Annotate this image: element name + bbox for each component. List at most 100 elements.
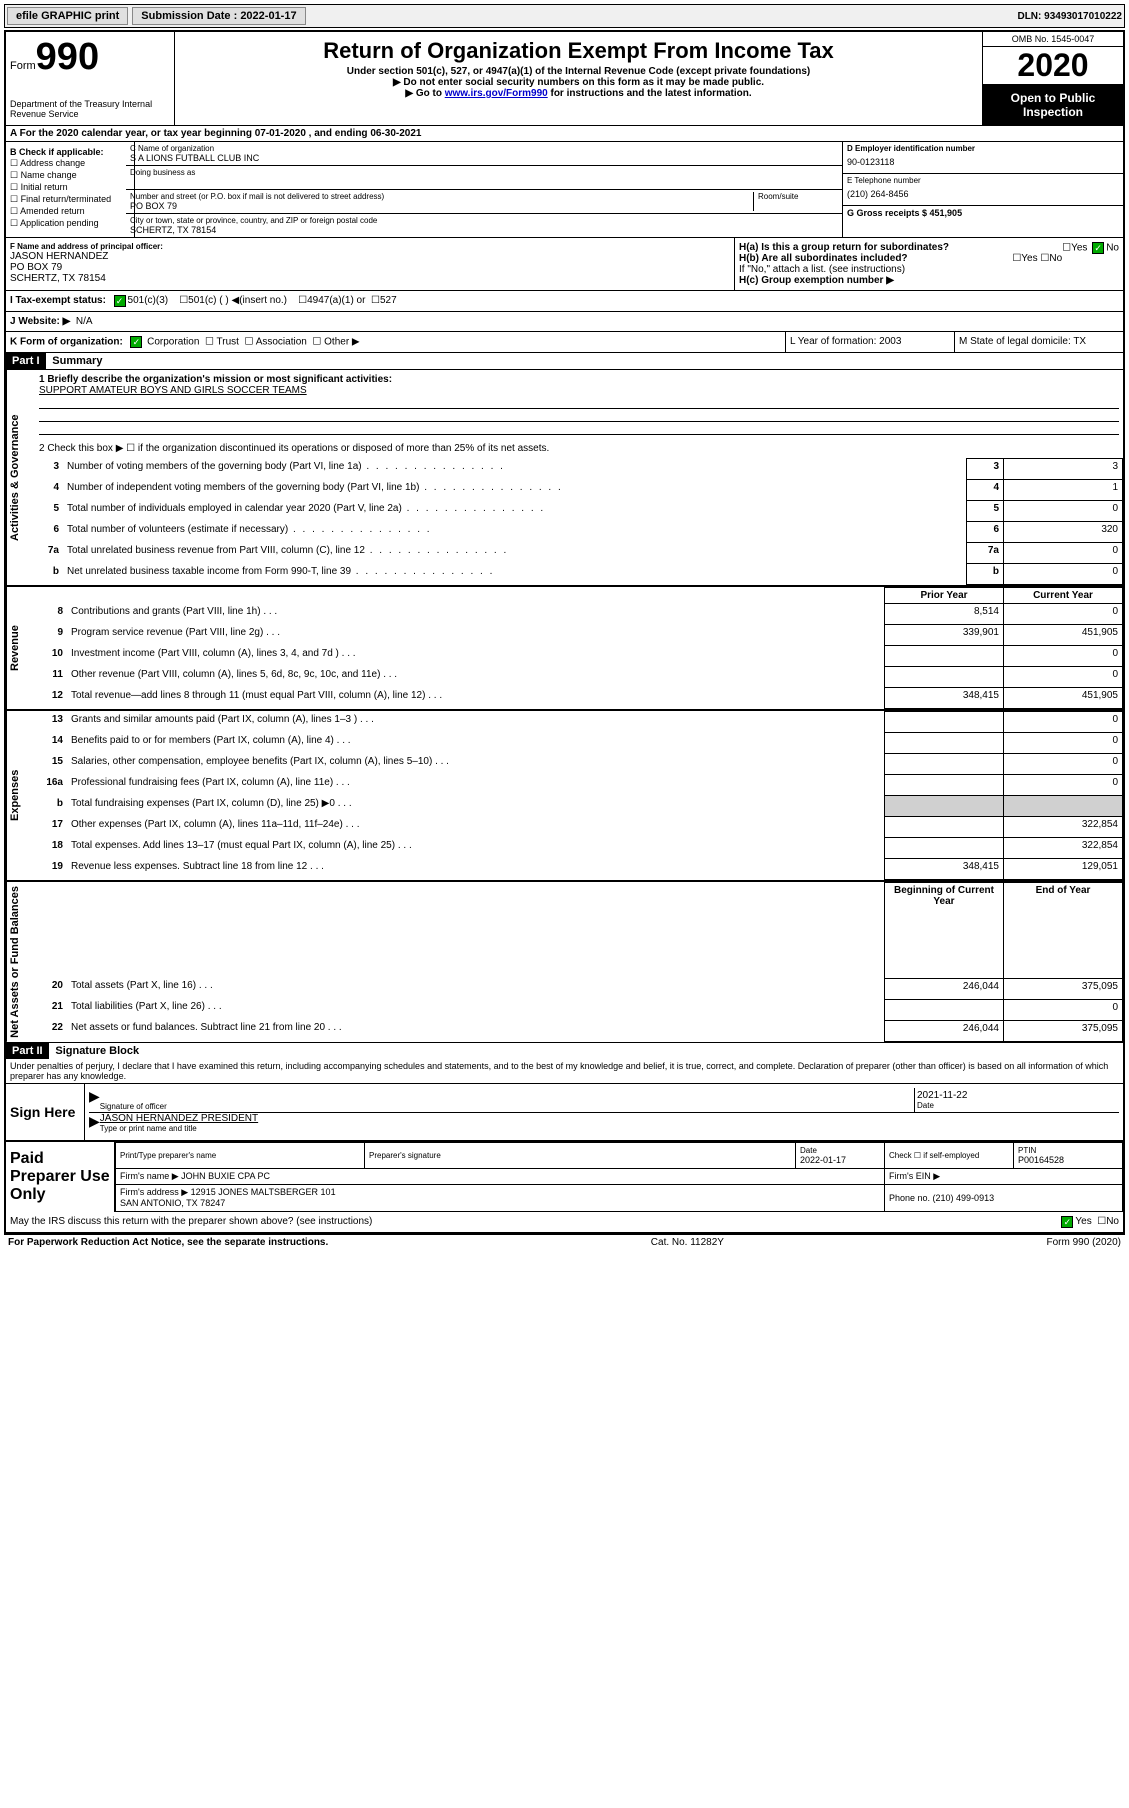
- table-row: 21 Total liabilities (Part X, line 26) .…: [35, 999, 1123, 1020]
- officer-addr2: SCHERTZ, TX 78154: [10, 273, 730, 284]
- efile-btn[interactable]: efile GRAPHIC print: [7, 7, 128, 25]
- vert-net: Net Assets or Fund Balances: [6, 882, 35, 1042]
- opt-assoc: Association: [256, 337, 307, 348]
- prep-sig-label: Preparer's signature: [369, 1151, 441, 1160]
- top-bar: efile GRAPHIC print Submission Date : 20…: [4, 4, 1125, 28]
- part1-header-row: Part I Summary: [6, 353, 1123, 370]
- opt-other: Other ▶: [324, 337, 359, 348]
- l-year: L Year of formation: 2003: [786, 332, 955, 352]
- table-row: 4 Number of independent voting members o…: [35, 480, 1123, 501]
- footer: For Paperwork Reduction Act Notice, see …: [4, 1235, 1125, 1250]
- part2-badge: Part II: [6, 1043, 49, 1059]
- note1: ▶ Do not enter social security numbers o…: [179, 77, 978, 88]
- vert-rev: Revenue: [6, 587, 35, 709]
- discuss-yes: ✓: [1061, 1216, 1073, 1228]
- check-amended[interactable]: ☐ Amended return: [10, 206, 130, 217]
- table-row: 10 Investment income (Part VIII, column …: [35, 646, 1123, 667]
- sign-here-label: Sign Here: [6, 1084, 85, 1140]
- table-row: 8 Contributions and grants (Part VIII, l…: [35, 604, 1123, 625]
- table-row: 22 Net assets or fund balances. Subtract…: [35, 1020, 1123, 1041]
- note2-post: for instructions and the latest informat…: [548, 88, 752, 99]
- paid-prep-label: Paid Preparer Use Only: [6, 1142, 115, 1212]
- revenue-section: Revenue Prior Year Current Year8 Contrib…: [6, 587, 1123, 711]
- form990-link[interactable]: www.irs.gov/Form990: [445, 88, 548, 99]
- vert-gov: Activities & Governance: [6, 370, 35, 585]
- check-label: B Check if applicable:: [10, 147, 130, 157]
- table-row: 19 Revenue less expenses. Subtract line …: [35, 859, 1123, 880]
- check-pending[interactable]: ☐ Application pending: [10, 218, 130, 229]
- opt-501c3: 501(c)(3): [128, 295, 169, 307]
- table-row: 20 Total assets (Part X, line 16) . . . …: [35, 978, 1123, 999]
- firm-name: JOHN BUXIE CPA PC: [181, 1171, 270, 1181]
- note2-pre: ▶ Go to: [405, 88, 444, 99]
- line1-label: 1 Briefly describe the organization's mi…: [39, 374, 1119, 385]
- firm-addr-label: Firm's address ▶: [120, 1187, 188, 1197]
- j-label: J Website: ▶: [10, 316, 70, 327]
- part1-badge: Part I: [6, 353, 46, 369]
- table-row: 9 Program service revenue (Part VIII, li…: [35, 625, 1123, 646]
- opt-4947: 4947(a)(1) or: [307, 295, 365, 307]
- ptin-label: PTIN: [1018, 1146, 1036, 1155]
- table-row: 18 Total expenses. Add lines 13–17 (must…: [35, 838, 1123, 859]
- check-name[interactable]: ☐ Name change: [10, 170, 130, 181]
- phone: (210) 264-8456: [847, 185, 1119, 203]
- ha-label: H(a) Is this a group return for subordin…: [739, 242, 1119, 253]
- section-i: I Tax-exempt status: ✓ 501(c)(3) ☐ 501(c…: [6, 291, 1123, 312]
- form-container: Form990 Department of the Treasury Inter…: [4, 30, 1125, 1235]
- opt-corp: Corporation: [147, 337, 199, 348]
- table-row: 13 Grants and similar amounts paid (Part…: [35, 712, 1123, 733]
- form-header: Form990 Department of the Treasury Inter…: [6, 32, 1123, 126]
- table-row: 14 Benefits paid to or for members (Part…: [35, 733, 1123, 754]
- table-row: b Total fundraising expenses (Part IX, c…: [35, 796, 1123, 817]
- c-label: C Name of organization: [130, 144, 838, 153]
- net-table: Beginning of Current Year End of Year20 …: [35, 882, 1123, 1042]
- governance-section: Activities & Governance 1 Briefly descri…: [6, 370, 1123, 587]
- part2-title: Signature Block: [55, 1045, 139, 1057]
- checkbox-column: B Check if applicable: ☐ Address change …: [6, 142, 135, 237]
- line-a: A For the 2020 calendar year, or tax yea…: [6, 126, 1123, 142]
- i-label: I Tax-exempt status:: [10, 295, 106, 307]
- section-b: B Check if applicable: ☐ Address change …: [6, 142, 1123, 238]
- room-label: Room/suite: [758, 192, 838, 201]
- check-initial[interactable]: ☐ Initial return: [10, 182, 130, 193]
- city-label: City or town, state or province, country…: [130, 216, 838, 225]
- g-receipts: G Gross receipts $ 451,905: [843, 206, 1123, 220]
- exp-table: 13 Grants and similar amounts paid (Part…: [35, 711, 1123, 880]
- ein: 90-0123118: [847, 153, 1119, 171]
- officer-name: JASON HERNANDEZ: [10, 251, 730, 262]
- sig-date: 2021-11-22: [917, 1090, 1117, 1101]
- org-name: S A LIONS FUTBALL CLUB INC: [130, 153, 838, 163]
- omb-number: OMB No. 1545-0047: [983, 32, 1123, 47]
- line2: 2 Check this box ▶ ☐ if the organization…: [35, 439, 1123, 458]
- m-state: M State of legal domicile: TX: [955, 332, 1123, 352]
- discuss-row: May the IRS discuss this return with the…: [6, 1212, 1123, 1233]
- discuss-text: May the IRS discuss this return with the…: [10, 1216, 372, 1228]
- mission-text: SUPPORT AMATEUR BOYS AND GIRLS SOCCER TE…: [39, 385, 1119, 396]
- form-number: 990: [36, 36, 99, 78]
- org-city: SCHERTZ, TX 78154: [130, 225, 838, 235]
- website-value: N/A: [76, 316, 93, 327]
- print-label: Print/Type preparer's name: [120, 1151, 216, 1160]
- table-row: 12 Total revenue—add lines 8 through 11 …: [35, 688, 1123, 709]
- corp-check: ✓: [130, 336, 142, 348]
- table-row: 5 Total number of individuals employed i…: [35, 501, 1123, 522]
- table-row: 6 Total number of volunteers (estimate i…: [35, 522, 1123, 543]
- hb-label: H(b) Are all subordinates included? ☐Yes…: [739, 253, 1119, 264]
- form-title: Return of Organization Exempt From Incom…: [179, 38, 978, 64]
- submission-btn[interactable]: Submission Date : 2022-01-17: [132, 7, 305, 25]
- sig-officer-label: Signature of officer: [100, 1102, 914, 1111]
- check-address[interactable]: ☐ Address change: [10, 158, 130, 169]
- opt-527: 527: [380, 295, 397, 307]
- gov-table: 3 Number of voting members of the govern…: [35, 458, 1123, 585]
- form-label: Form: [10, 60, 36, 72]
- cat-no: Cat. No. 11282Y: [651, 1237, 724, 1248]
- part1-title: Summary: [52, 355, 102, 367]
- table-row: 16a Professional fundraising fees (Part …: [35, 775, 1123, 796]
- section-fh: F Name and address of principal officer:…: [6, 238, 1123, 291]
- k-label: K Form of organization:: [10, 337, 123, 348]
- addr-label: Number and street (or P.O. box if mail i…: [130, 192, 753, 201]
- opt-trust: Trust: [217, 337, 239, 348]
- netassets-section: Net Assets or Fund Balances Beginning of…: [6, 882, 1123, 1043]
- check-final[interactable]: ☐ Final return/terminated: [10, 194, 130, 205]
- paperwork-notice: For Paperwork Reduction Act Notice, see …: [8, 1237, 328, 1248]
